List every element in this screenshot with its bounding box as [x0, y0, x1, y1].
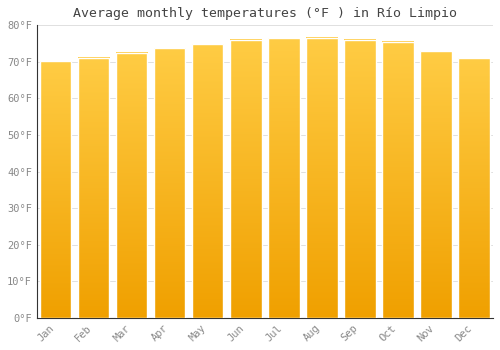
Bar — [230, 40, 262, 318]
Bar — [382, 42, 414, 318]
Bar — [306, 38, 338, 318]
Bar — [40, 61, 72, 318]
Title: Average monthly temperatures (°F ) in Río Limpio: Average monthly temperatures (°F ) in Rí… — [73, 7, 457, 20]
Bar — [78, 58, 110, 318]
Bar — [458, 58, 490, 318]
Bar — [154, 48, 186, 318]
Bar — [192, 44, 224, 318]
Bar — [268, 38, 300, 318]
Bar — [420, 51, 452, 318]
Bar — [116, 53, 148, 318]
Bar — [344, 40, 376, 318]
